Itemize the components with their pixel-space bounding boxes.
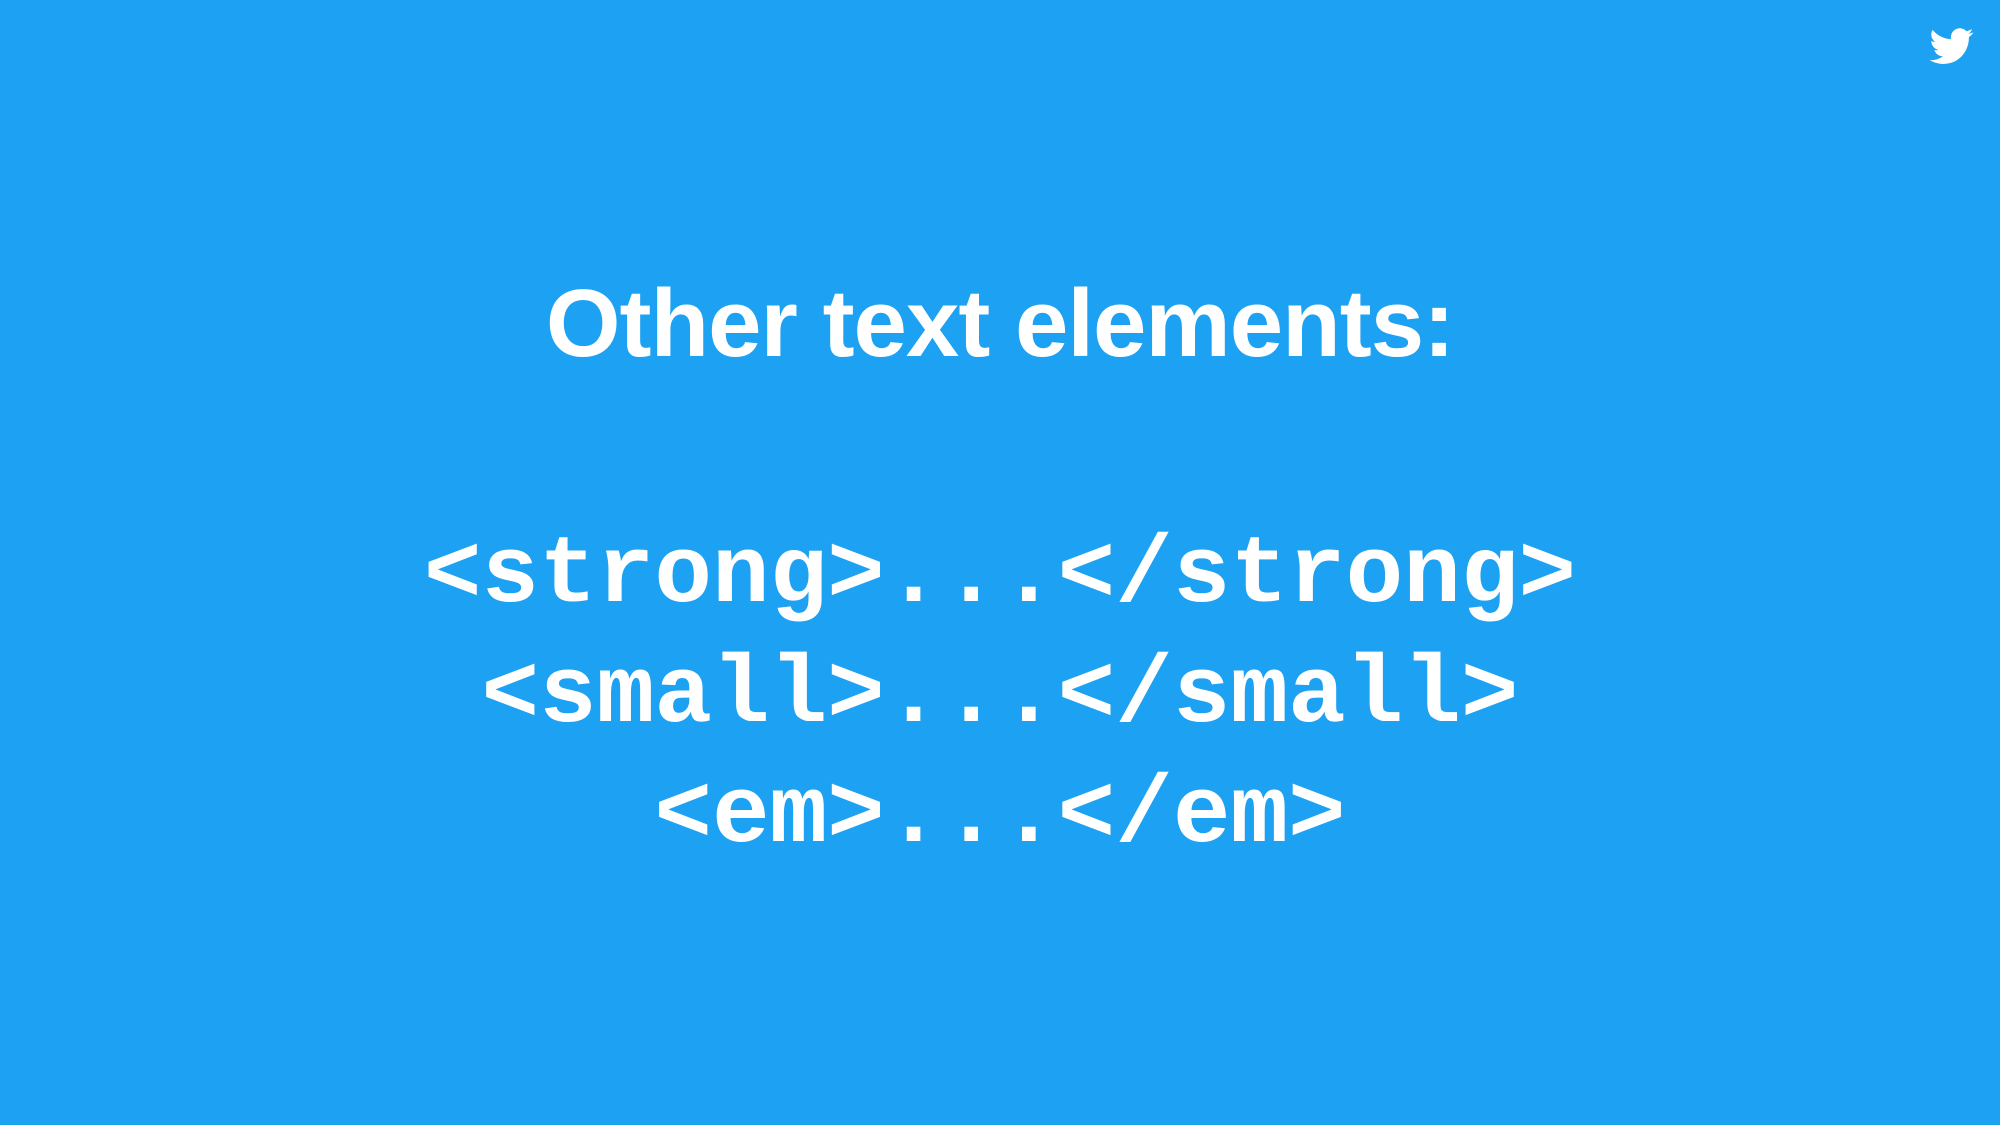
- twitter-bird-icon: [1926, 24, 1978, 68]
- slide-title: Other text elements:: [545, 270, 1455, 377]
- code-line-strong: <strong>...</strong>: [423, 521, 1577, 630]
- code-examples: <strong>...</strong> <small>...</small> …: [0, 516, 2000, 876]
- code-line-em: <em>...</em>: [654, 761, 1346, 870]
- code-line-small: <small>...</small>: [481, 641, 1519, 750]
